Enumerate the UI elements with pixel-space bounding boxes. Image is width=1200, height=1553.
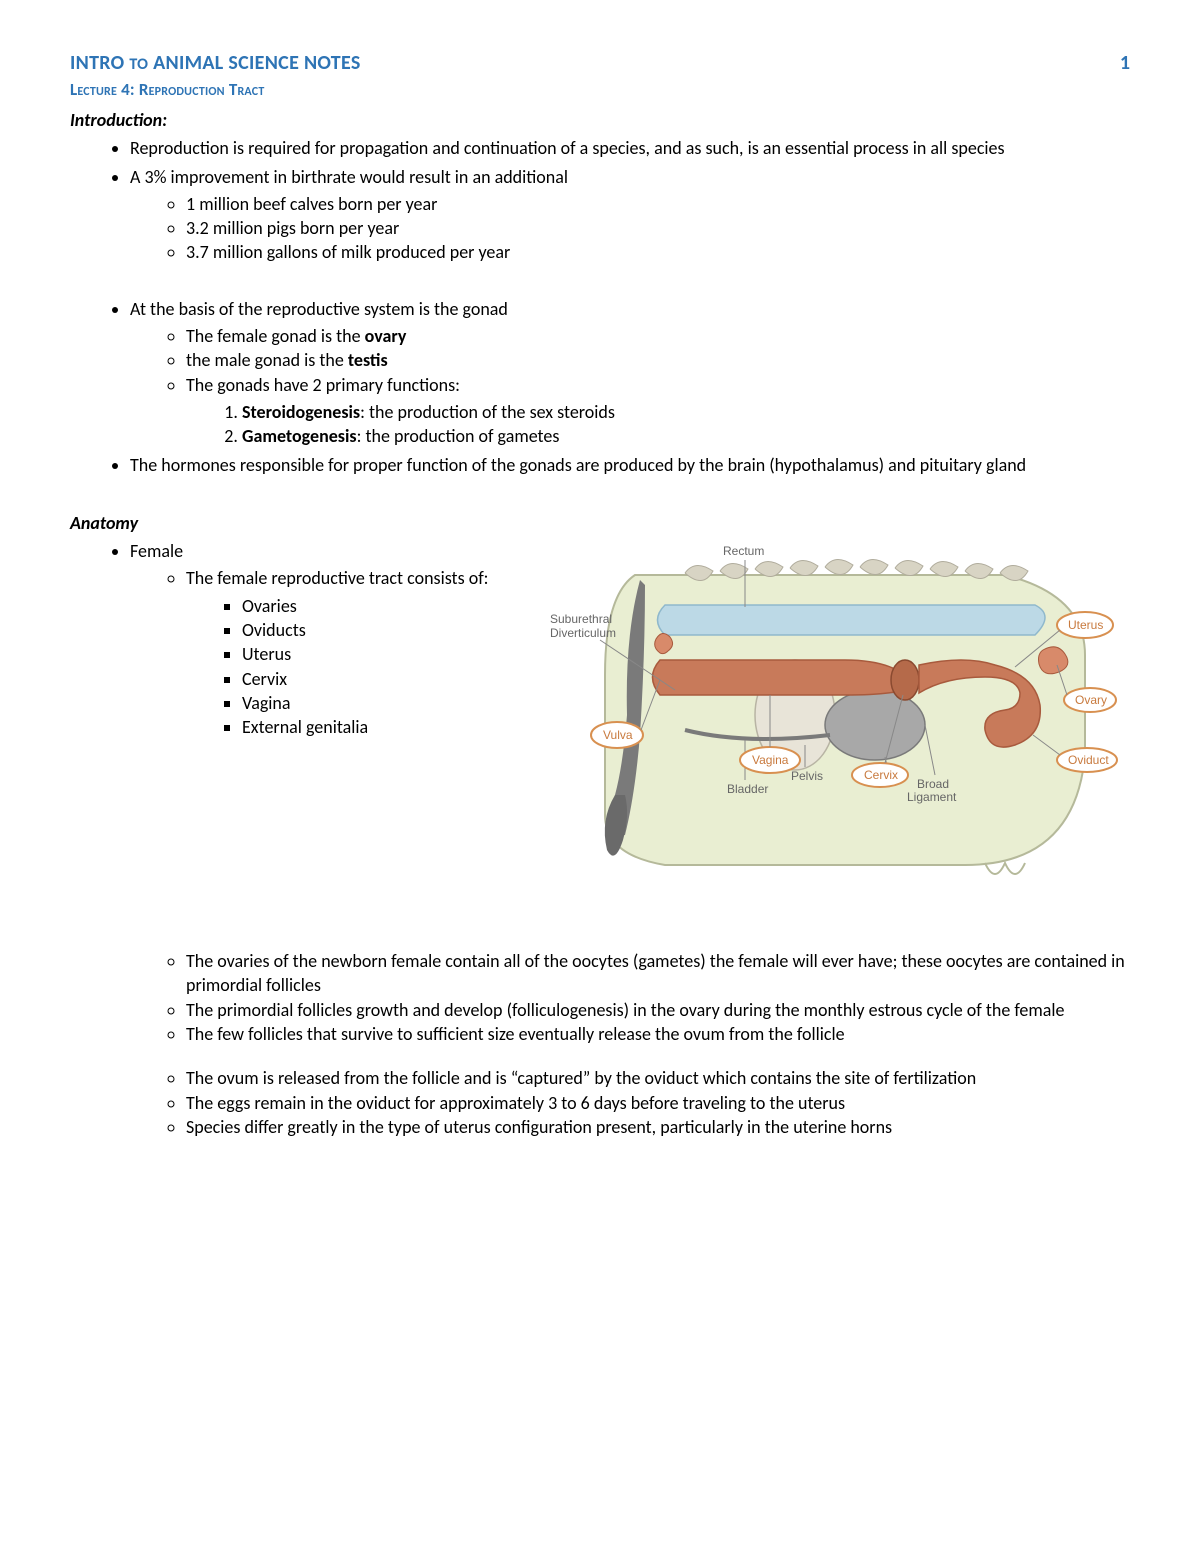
intro-subitem: 3.2 million pigs born per year	[186, 216, 1130, 240]
label-cervix: Cervix	[864, 768, 898, 782]
anatomy-notes: The ovaries of the newborn female contai…	[130, 949, 1130, 1046]
anatomy-part: Cervix	[242, 667, 500, 691]
label-bladder: Bladder	[727, 782, 768, 796]
intro-num-item: Steroidogenesis: the production of the s…	[242, 400, 1130, 424]
text: The female reproductive tract consists o…	[186, 567, 489, 589]
anatomy-diagram: Rectum Suburethral Diverticulum Bladder …	[520, 535, 1130, 885]
bold-term: Steroidogenesis	[242, 401, 360, 423]
anatomy-parts-list: Ovaries Oviducts Uterus Cervix Vagina Ex…	[186, 594, 500, 740]
anatomy-notes-2: The ovum is released from the follicle a…	[130, 1066, 1130, 1139]
text: : the production of gametes	[357, 425, 560, 447]
section-anatomy-heading: Anatomy	[70, 511, 1130, 535]
intro-subitem: The female gonad is the ovary	[186, 324, 1130, 348]
label-ovary: Ovary	[1075, 693, 1107, 707]
intro-subitem: 3.7 million gallons of milk produced per…	[186, 240, 1130, 264]
label-rectum: Rectum	[723, 544, 764, 558]
section-intro-heading: Introduction:	[70, 108, 1130, 132]
text: : the production of the sex steroids	[360, 401, 615, 423]
title-post: ANIMAL SCIENCE NOTES	[153, 51, 361, 75]
spacer	[70, 885, 1130, 945]
label-vagina: Vagina	[752, 753, 789, 767]
anatomy-notes-li: The ovaries of the newborn female contai…	[130, 949, 1130, 1139]
spacer	[130, 1049, 1130, 1063]
title-pre: INTRO	[70, 51, 125, 75]
anatomy-part: External genitalia	[242, 715, 500, 739]
label-pelvis: Pelvis	[791, 769, 823, 783]
intro-text: A 3% improvement in birthrate would resu…	[130, 166, 568, 188]
anatomy-notes-wrap: The ovaries of the newborn female contai…	[70, 949, 1130, 1139]
bold-term: testis	[348, 349, 388, 371]
anatomy-list: Female The female reproductive tract con…	[70, 539, 500, 739]
anatomy-note: The few follicles that survive to suffic…	[186, 1022, 1130, 1046]
anatomy-svg: Rectum Suburethral Diverticulum Bladder …	[520, 535, 1130, 885]
bold-term: Gametogenesis	[242, 425, 357, 447]
intro-numbered: Steroidogenesis: the production of the s…	[186, 400, 1130, 449]
intro-sublist: The female gonad is the ovary the male g…	[130, 324, 1130, 448]
intro-subitem: the male gonad is the testis	[186, 348, 1130, 372]
intro-item: Reproduction is required for propagation…	[130, 136, 1130, 160]
anatomy-note: The eggs remain in the oviduct for appro…	[186, 1091, 1130, 1115]
intro-num-item: Gametogenesis: the production of gametes	[242, 424, 1130, 448]
intro-subitem: 1 million beef calves born per year	[186, 192, 1130, 216]
anatomy-row: Female The female reproductive tract con…	[70, 535, 1130, 885]
label-suburethral: Suburethral	[550, 612, 612, 626]
spacer	[70, 279, 1130, 293]
udder	[985, 863, 1025, 874]
label-uterus: Uterus	[1068, 618, 1103, 632]
label-vulva: Vulva	[603, 728, 633, 742]
bladder-shape	[825, 690, 925, 760]
intro-sublist: 1 million beef calves born per year 3.2 …	[130, 192, 1130, 265]
anatomy-note: Species differ greatly in the type of ut…	[186, 1115, 1130, 1139]
anatomy-note: The ovaries of the newborn female contai…	[186, 949, 1130, 998]
text: the male gonad is the	[186, 349, 348, 371]
header-row: INTRO TO ANIMAL SCIENCE NOTES 1	[70, 50, 1130, 77]
rectum-shape	[658, 605, 1046, 635]
label-ligament: Ligament	[907, 790, 957, 804]
text: Female	[130, 540, 183, 562]
text: The gonads have 2 primary functions:	[186, 374, 460, 396]
text: The female gonad is the	[186, 325, 365, 347]
bold-term: ovary	[365, 325, 407, 347]
page-number: 1	[1120, 50, 1130, 77]
anatomy-item: Female The female reproductive tract con…	[130, 539, 500, 739]
anatomy-part: Uterus	[242, 642, 500, 666]
intro-list-2: At the basis of the reproductive system …	[70, 297, 1130, 477]
intro-item: At the basis of the reproductive system …	[130, 297, 1130, 449]
cervix-shape	[891, 660, 919, 700]
anatomy-note: The ovum is released from the follicle a…	[186, 1066, 1130, 1090]
intro-list: Reproduction is required for propagation…	[70, 136, 1130, 264]
anatomy-sublist: The female reproductive tract consists o…	[130, 566, 500, 739]
anatomy-left-col: Female The female reproductive tract con…	[70, 535, 500, 753]
title-small: TO	[129, 55, 148, 74]
label-diverticulum: Diverticulum	[550, 626, 616, 640]
page-title: INTRO TO ANIMAL SCIENCE NOTES	[70, 50, 361, 77]
intro-subitem: The gonads have 2 primary functions: Ste…	[186, 373, 1130, 449]
anatomy-part: Ovaries	[242, 594, 500, 618]
intro-item: A 3% improvement in birthrate would resu…	[130, 165, 1130, 265]
anatomy-subitem: The female reproductive tract consists o…	[186, 566, 500, 739]
label-broad: Broad	[917, 777, 949, 791]
page-subtitle: Lecture 4: Reproduction Tract	[70, 79, 1130, 102]
spacer	[70, 491, 1130, 505]
label-oviduct: Oviduct	[1068, 753, 1109, 767]
anatomy-note: The primordial follicles growth and deve…	[186, 998, 1130, 1022]
anatomy-part: Oviducts	[242, 618, 500, 642]
intro-item: The hormones responsible for proper func…	[130, 453, 1130, 477]
intro-text: At the basis of the reproductive system …	[130, 298, 508, 320]
vagina-shape	[653, 660, 906, 695]
anatomy-part: Vagina	[242, 691, 500, 715]
